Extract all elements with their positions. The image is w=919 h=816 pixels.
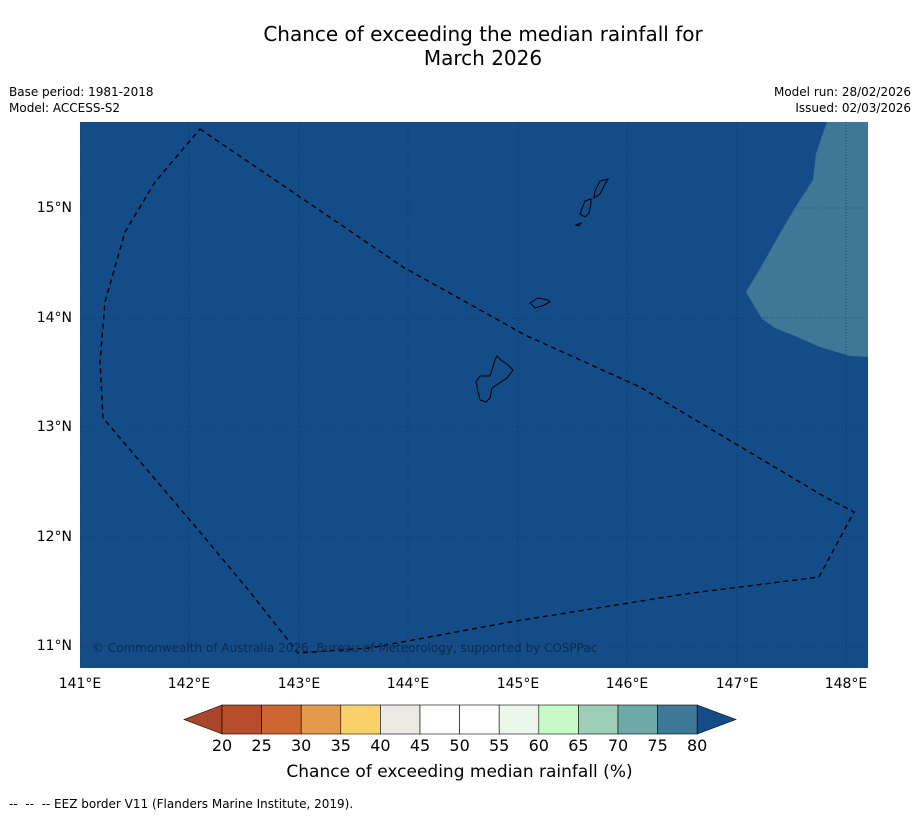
lon-label-148: 148°E [824,676,868,692]
map-svg [80,122,868,668]
probability-region-70-75 [746,122,868,357]
colorbar-tick-75: 75 [647,736,668,755]
lon-label-146: 146°E [605,676,649,692]
colorbar-segment-50-55 [459,704,500,735]
lat-label-11: 11°N [36,638,72,654]
colorbar-segment-45-50 [419,704,460,735]
colorbar-tick-40: 40 [370,736,391,755]
meta-left: Base period: 1981-2018 Model: ACCESS-S2 [9,84,154,116]
colorbar-tick-45: 45 [409,736,431,755]
copyright-text: © Commonwealth of Australia 2026, Bureau… [92,641,598,655]
colorbar-tick-70: 70 [607,736,629,755]
colorbar-tick-80: 80 [687,736,708,755]
colorbar-tick-65: 65 [568,736,589,755]
lon-label-143: 143°E [277,676,321,692]
title-line-1: Chance of exceeding the median rainfall … [263,22,703,46]
colorbar-tick-25: 25 [251,736,272,755]
colorbar-tick-60: 60 [528,736,549,755]
base-period-text: Base period: 1981-2018 [9,85,154,99]
colorbar-segment-55-60 [498,704,540,735]
colorbar-tick-35: 35 [330,736,351,755]
colorbar-segment-60-65 [538,704,579,735]
colorbar-tick-30: 30 [291,736,312,755]
issued-text: Issued: 02/03/2026 [795,101,911,115]
colorbar [183,704,737,735]
lat-label-15: 15°N [36,200,72,216]
colorbar-segment-35-40 [340,704,381,735]
model-run-text: Model run: 28/02/2026 [773,85,911,99]
colorbar-segment-65-70 [578,704,619,735]
island-tinian [579,198,592,218]
islands [475,178,610,403]
colorbar-segment-30-35 [300,704,342,735]
island-saipan [593,178,610,200]
colorbar-segment-40-45 [380,704,421,735]
lat-label-12: 12°N [36,529,72,545]
eez-footnote: -- -- -- EEZ border V11 (Flanders Marine… [9,797,354,811]
lat-label-13: 13°N [36,419,72,435]
meta-right: Model run: 28/02/2026 Issued: 02/03/2026 [774,84,911,116]
model-text: Model: ACCESS-S2 [9,101,121,115]
gridlines [80,122,868,668]
chart-title: Chance of exceeding the median rainfall … [0,22,919,70]
colorbar-tick-20: 20 [211,736,233,755]
lon-label-147: 147°E [715,676,759,692]
colorbar-extend-low [183,704,223,735]
island-guam [475,355,514,403]
lat-label-14: 14°N [36,310,72,326]
lon-label-145: 145°E [496,676,540,692]
title-line-2: March 2026 [423,46,543,70]
lon-label-142: 142°E [167,676,211,692]
island-aguijan [574,221,583,227]
map-panel[interactable]: © Commonwealth of Australia 2026, Bureau… [80,122,868,668]
colorbar-segment-20-25 [221,704,262,735]
island-rota [529,297,551,309]
colorbar-extend-high [696,704,737,735]
lon-label-144: 144°E [386,676,430,692]
colorbar-segment-70-75 [617,704,658,735]
colorbar-tick-50: 50 [449,736,470,755]
colorbar-label: Chance of exceeding median rainfall (%) [286,762,633,782]
eez-border [99,128,855,654]
lon-label-141: 141°E [58,676,102,692]
colorbar-segment-25-30 [261,704,302,735]
colorbar-tick-55: 55 [489,736,510,755]
colorbar-segment-75-80 [657,704,698,735]
